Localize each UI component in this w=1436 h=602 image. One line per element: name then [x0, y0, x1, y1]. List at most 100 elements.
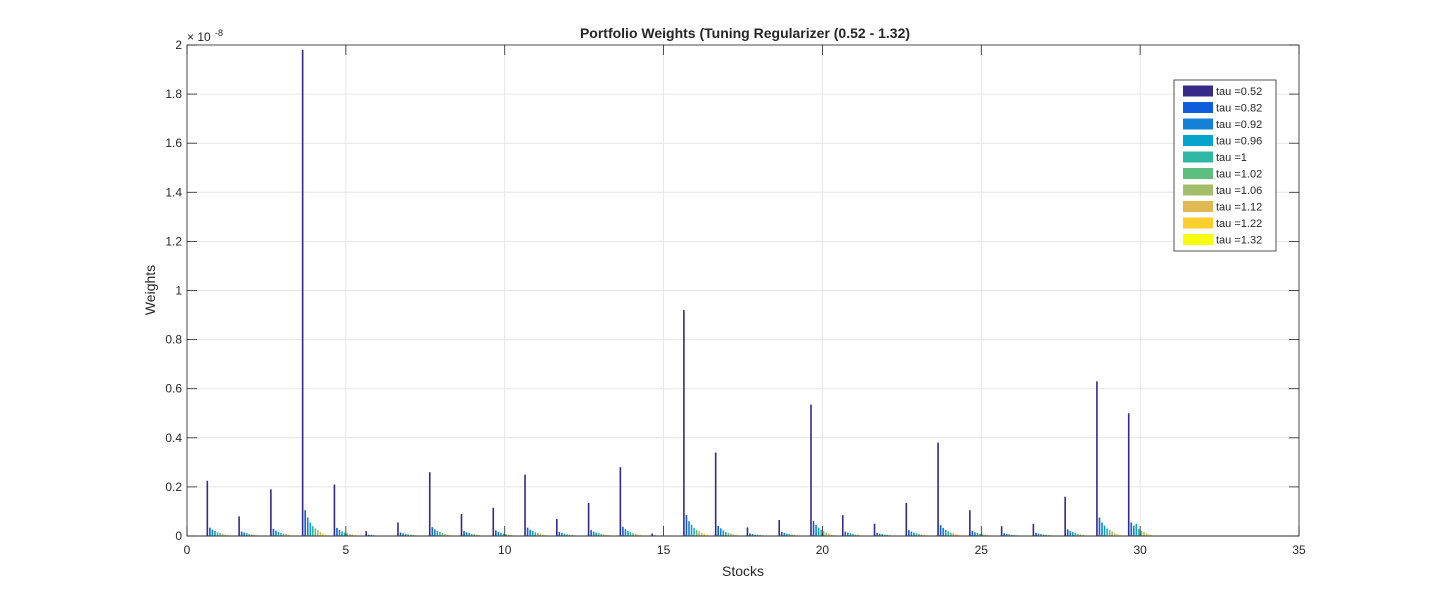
- y-tick-label: 0.6: [165, 382, 182, 396]
- legend-swatch: [1183, 184, 1213, 196]
- bar-stock-23-series-4: [913, 532, 915, 536]
- legend-label: tau =1: [1216, 152, 1247, 164]
- bar-stock-4-series-5: [312, 526, 314, 536]
- bar-stock-17-series-4: [722, 530, 725, 536]
- bar-stock-23-series-5: [915, 533, 918, 536]
- bar-stock-21-series-7: [857, 534, 859, 536]
- bar-stock-5-series-9: [353, 535, 356, 536]
- bar-stock-23-series-8: [923, 535, 925, 536]
- bar-stock-24-series-5: [947, 531, 950, 536]
- legend-label: tau =0.92: [1216, 119, 1262, 131]
- bar-stock-24-series-4: [944, 529, 947, 536]
- bar-stock-8-series-6: [441, 533, 444, 536]
- bar-stock-7-series-3: [402, 533, 404, 536]
- bar-stock-13-series-6: [600, 534, 603, 536]
- bar-stock-18-series-2: [749, 533, 751, 536]
- y-tick-label: 1.2: [165, 234, 182, 248]
- bar-stock-4-series-9: [322, 533, 324, 536]
- bar-stock-10-series-4: [500, 532, 502, 536]
- bar-stock-8-series-4: [436, 530, 439, 536]
- y-axis-label: Weights: [142, 265, 158, 315]
- bar-stock-21-series-2: [844, 531, 847, 536]
- bar-stock-19-series-7: [793, 534, 796, 536]
- bar-stock-25-series-5: [979, 533, 981, 536]
- bar-stock-16-series-4: [690, 524, 693, 536]
- bar-stock-24-series-6: [949, 532, 952, 536]
- bar-stock-8-series-8: [446, 534, 449, 536]
- bar-stock-29-series-3: [1101, 522, 1103, 536]
- y-exponent-base: × 10: [187, 30, 211, 44]
- bar-stock-22-series-6: [886, 534, 889, 536]
- bar-stock-20-series-6: [822, 531, 825, 536]
- x-tick-label: 20: [816, 543, 830, 557]
- bar-stock-5-series-7: [348, 534, 351, 536]
- bar-stock-23-series-3: [910, 531, 913, 536]
- bar-stock-23-series-7: [920, 534, 923, 536]
- bar-stock-20-series-8: [827, 533, 830, 536]
- bar-stock-9-series-6: [473, 534, 476, 536]
- y-tick-label: 1.4: [165, 185, 182, 199]
- bar-stock-18-series-4: [754, 534, 756, 536]
- bar-stock-13-series-7: [603, 534, 605, 536]
- bar-stock-28-series-2: [1066, 529, 1069, 536]
- bar-stock-22-series-2: [876, 532, 878, 536]
- bar-stock-5-series-8: [351, 534, 354, 536]
- bar-stock-24-series-1: [937, 442, 939, 536]
- bar-stock-1-series-8: [224, 534, 226, 536]
- bar-stock-17-series-1: [714, 452, 717, 536]
- bar-stock-29-series-6: [1108, 530, 1111, 536]
- bar-stock-2-series-5: [248, 534, 251, 536]
- bar-stock-21-series-5: [852, 534, 854, 536]
- bar-stock-19-series-4: [786, 533, 788, 536]
- bar-stock-27-series-1: [1032, 523, 1035, 536]
- bar-stock-20-series-7: [825, 532, 828, 536]
- bar-stock-6-series-2: [367, 534, 370, 536]
- bar-stock-7-series-1: [397, 522, 399, 536]
- bar-stock-12-series-7: [571, 535, 573, 536]
- bar-stock-21-series-1: [841, 515, 844, 536]
- chart-title: Portfolio Weights (Tuning Regularizer (0…: [580, 25, 910, 41]
- bar-stock-13-series-4: [595, 532, 598, 536]
- bar-stock-7-series-6: [409, 534, 412, 536]
- legend-label: tau =0.96: [1216, 136, 1262, 148]
- bar-stock-4-series-6: [314, 528, 317, 536]
- bar-stock-8-series-1: [428, 472, 431, 536]
- legend-swatch: [1183, 102, 1213, 113]
- bar-stock-4-series-2: [304, 510, 306, 536]
- bar-stock-4-series-3: [306, 517, 309, 536]
- bar-stock-16-series-5: [693, 527, 695, 536]
- bar-stock-14-series-7: [634, 533, 637, 536]
- x-tick-label: 10: [498, 543, 512, 557]
- bar-stock-7-series-4: [404, 533, 407, 536]
- bar-stock-1-series-9: [226, 535, 229, 536]
- legend-swatch: [1183, 201, 1213, 212]
- bar-stock-20-series-3: [815, 524, 817, 536]
- bar-stock-5-series-4: [341, 531, 343, 536]
- bar-stock-9-series-4: [468, 533, 470, 536]
- bar-stock-25-series-8: [986, 535, 989, 536]
- bar-stock-30-series-4: [1135, 523, 1138, 536]
- bar-stock-30-series-5: [1138, 529, 1140, 536]
- bar-stock-11-series-6: [536, 533, 539, 536]
- bar-stock-19-series-3: [783, 532, 786, 536]
- x-tick-label: 0: [184, 543, 191, 557]
- x-axis-label: Stocks: [722, 563, 764, 579]
- legend-label: tau =0.52: [1216, 86, 1262, 98]
- bar-stock-14-series-6: [632, 533, 634, 536]
- bar-stock-7-series-7: [412, 535, 415, 536]
- bar-stock-17-series-5: [725, 531, 727, 536]
- y-tick-label: 0.2: [165, 480, 182, 494]
- bar-stock-18-series-6: [759, 535, 761, 536]
- bar-stock-25-series-7: [984, 534, 986, 536]
- bar-stock-11-series-2: [526, 527, 529, 536]
- bar-stock-11-series-9: [544, 535, 547, 536]
- bar-stock-4-series-10: [324, 534, 327, 536]
- bar-stock-26-series-5: [1010, 534, 1013, 536]
- bar-stock-25-series-2: [971, 531, 974, 536]
- bar-stock-19-series-5: [788, 534, 791, 536]
- bar-stock-30-series-2: [1130, 522, 1133, 536]
- bar-stock-10-series-6: [505, 534, 507, 536]
- bar-stock-3-series-5: [280, 532, 282, 536]
- bar-stock-13-series-8: [605, 535, 608, 536]
- bar-stock-2-series-4: [245, 533, 248, 536]
